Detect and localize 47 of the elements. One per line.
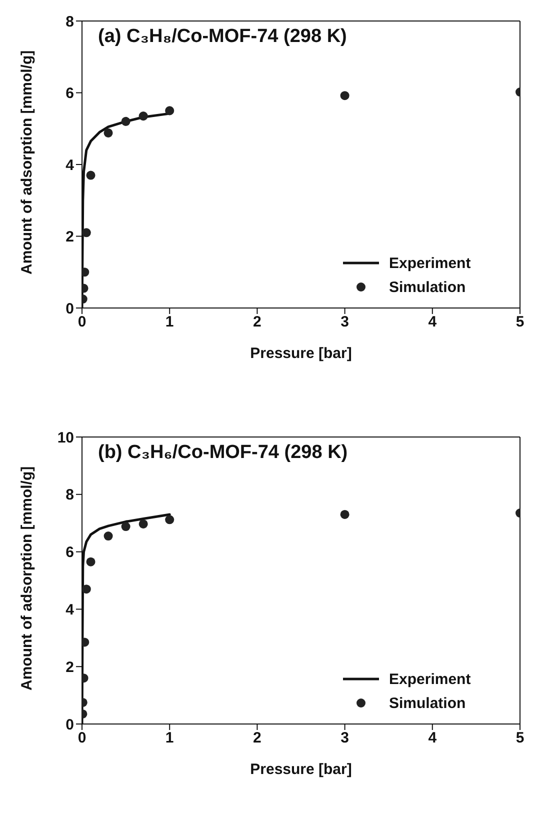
y-tick-label: 2	[66, 228, 74, 246]
y-axis-title: Amount of adsorption [mmol/g]	[18, 50, 36, 274]
y-tick-label: 0	[66, 300, 74, 318]
y-tick-label: 0	[66, 716, 74, 734]
point	[86, 170, 96, 180]
x-tick-label: 5	[516, 314, 524, 331]
legend-label: Simulation	[389, 278, 466, 296]
x-tick-label: 2	[253, 314, 262, 331]
x-tick-label: 5	[516, 730, 524, 747]
point	[104, 128, 113, 138]
x-tick-label: 3	[340, 314, 349, 331]
x-tick-label: 3	[340, 730, 349, 747]
y-tick-label: 6	[66, 544, 74, 562]
x-tick-label: 1	[165, 314, 174, 331]
y-tick-label: 6	[66, 85, 74, 102]
point	[138, 519, 148, 528]
point	[138, 112, 148, 121]
point	[165, 515, 174, 524]
x-axis-title: Pressure [bar]	[250, 761, 352, 778]
point	[82, 228, 91, 238]
chart-title: (b) C₃H₆/Co-MOF-74 (298 K)	[98, 442, 348, 464]
point	[82, 584, 91, 594]
x-tick-label: 2	[253, 730, 262, 747]
x-tick-label: 4	[428, 314, 438, 331]
x-tick-label: 4	[428, 730, 438, 747]
legend-label: Simulation	[389, 694, 466, 712]
y-tick-label: 8	[66, 486, 74, 504]
y-tick-label: 8	[66, 13, 74, 30]
y-tick-label: 2	[66, 658, 74, 676]
point	[340, 510, 350, 519]
y-tick-label: 10	[57, 429, 74, 446]
legend-label: Experiment	[389, 670, 471, 688]
point	[86, 557, 96, 566]
point	[104, 532, 113, 541]
y-axis-title: Amount of adsorption [mmol/g]	[18, 466, 36, 690]
point	[165, 106, 174, 116]
x-tick-label: 0	[78, 314, 86, 331]
point	[121, 116, 130, 126]
legend-label: Experiment	[389, 254, 471, 272]
x-axis-title: Pressure [bar]	[250, 345, 352, 362]
x-tick-label: 1	[165, 730, 174, 747]
y-tick-label: 4	[66, 602, 75, 619]
chart-title: (a) C₃H₈/Co-MOF-74 (298 K)	[98, 26, 347, 48]
point	[121, 522, 130, 532]
point	[340, 91, 350, 100]
y-tick-label: 4	[66, 156, 75, 174]
x-tick-label: 0	[78, 730, 86, 747]
